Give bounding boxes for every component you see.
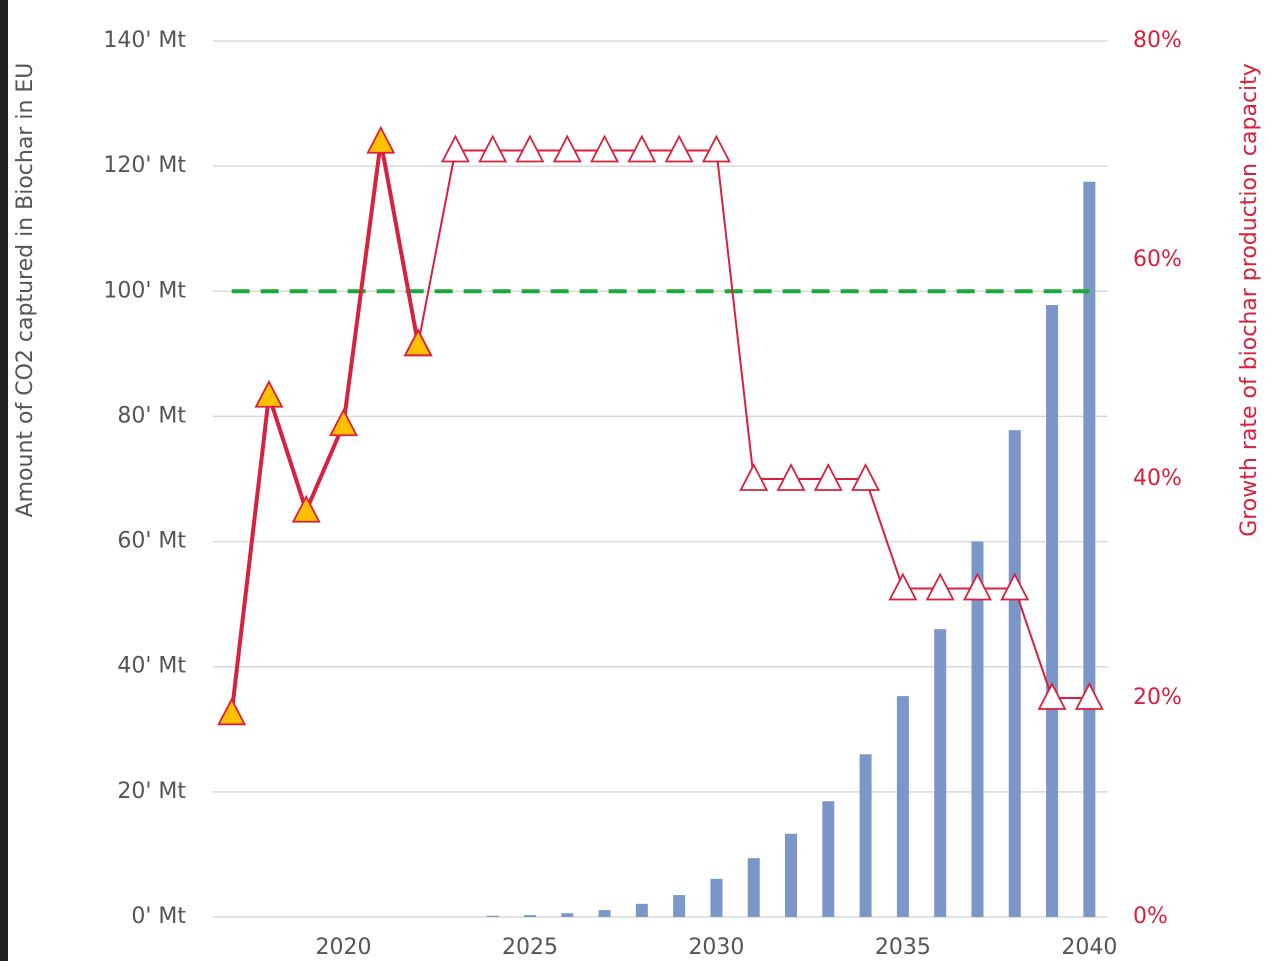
bar bbox=[561, 913, 574, 917]
triangle-marker bbox=[329, 408, 359, 437]
y2-axis-title: Growth rate of biochar production capaci… bbox=[1237, 63, 1262, 537]
triangle-marker bbox=[627, 134, 657, 163]
bar bbox=[1008, 430, 1021, 917]
bar bbox=[1083, 181, 1096, 918]
triangle-marker bbox=[403, 328, 433, 357]
y-tick-label: 140' Mt bbox=[103, 28, 186, 53]
y-tick-label: 40' Mt bbox=[117, 654, 186, 679]
x-tick-label: 2025 bbox=[502, 935, 558, 960]
bar bbox=[635, 903, 648, 917]
y-tick-label: 100' Mt bbox=[103, 278, 186, 303]
y2-tick-label: 80% bbox=[1133, 28, 1182, 53]
triangle-marker bbox=[1037, 682, 1067, 710]
triangle-marker bbox=[813, 463, 843, 491]
y-tick-label: 120' Mt bbox=[103, 153, 186, 178]
y2-tick-label: 0% bbox=[1133, 904, 1168, 929]
growth-line bbox=[229, 139, 421, 714]
y2-tick-label: 60% bbox=[1133, 247, 1182, 272]
bar bbox=[673, 895, 686, 917]
triangle-marker bbox=[739, 463, 769, 491]
y-axis-title: Amount of CO2 captured in Biochar in EU bbox=[13, 63, 38, 518]
y-tick-label: 80' Mt bbox=[117, 403, 186, 428]
edge-strip bbox=[0, 0, 8, 961]
triangle-marker bbox=[217, 697, 247, 726]
triangle-marker bbox=[291, 494, 321, 523]
triangle-marker bbox=[478, 134, 508, 163]
bar bbox=[1046, 305, 1059, 918]
x-tick-label: 2030 bbox=[688, 935, 744, 960]
growth-line bbox=[417, 149, 1090, 699]
y-tick-label: 0' Mt bbox=[131, 904, 186, 929]
triangle-marker bbox=[552, 134, 582, 163]
x-tick-label: 2035 bbox=[875, 935, 931, 960]
triangle-marker bbox=[440, 134, 470, 163]
triangle-marker bbox=[590, 134, 620, 163]
y2-tick-label: 40% bbox=[1133, 466, 1182, 491]
bar bbox=[859, 754, 872, 917]
bar bbox=[785, 833, 798, 917]
x-tick-label: 2020 bbox=[316, 935, 372, 960]
triangle-marker bbox=[851, 463, 881, 491]
bar bbox=[934, 629, 947, 917]
y-tick-label: 60' Mt bbox=[117, 529, 186, 554]
bar bbox=[598, 910, 611, 917]
triangle-marker bbox=[664, 134, 694, 163]
triangle-marker bbox=[1000, 572, 1030, 601]
triangle-marker bbox=[515, 134, 545, 163]
triangle-marker bbox=[962, 572, 992, 601]
bar bbox=[822, 801, 835, 917]
triangle-marker bbox=[254, 379, 284, 408]
triangle-marker bbox=[776, 463, 806, 491]
bar bbox=[896, 696, 909, 917]
triangle-marker bbox=[366, 125, 396, 154]
bar bbox=[710, 878, 723, 917]
x-tick-label: 2040 bbox=[1061, 935, 1117, 960]
triangle-marker bbox=[701, 134, 731, 163]
bar bbox=[971, 541, 984, 917]
triangle-marker bbox=[1074, 682, 1104, 710]
y-tick-label: 20' Mt bbox=[117, 779, 186, 804]
bar bbox=[523, 915, 536, 917]
y2-tick-label: 20% bbox=[1133, 685, 1182, 710]
bar bbox=[747, 858, 760, 917]
triangle-marker bbox=[925, 572, 955, 601]
bar bbox=[486, 915, 499, 917]
triangle-marker bbox=[888, 572, 918, 601]
